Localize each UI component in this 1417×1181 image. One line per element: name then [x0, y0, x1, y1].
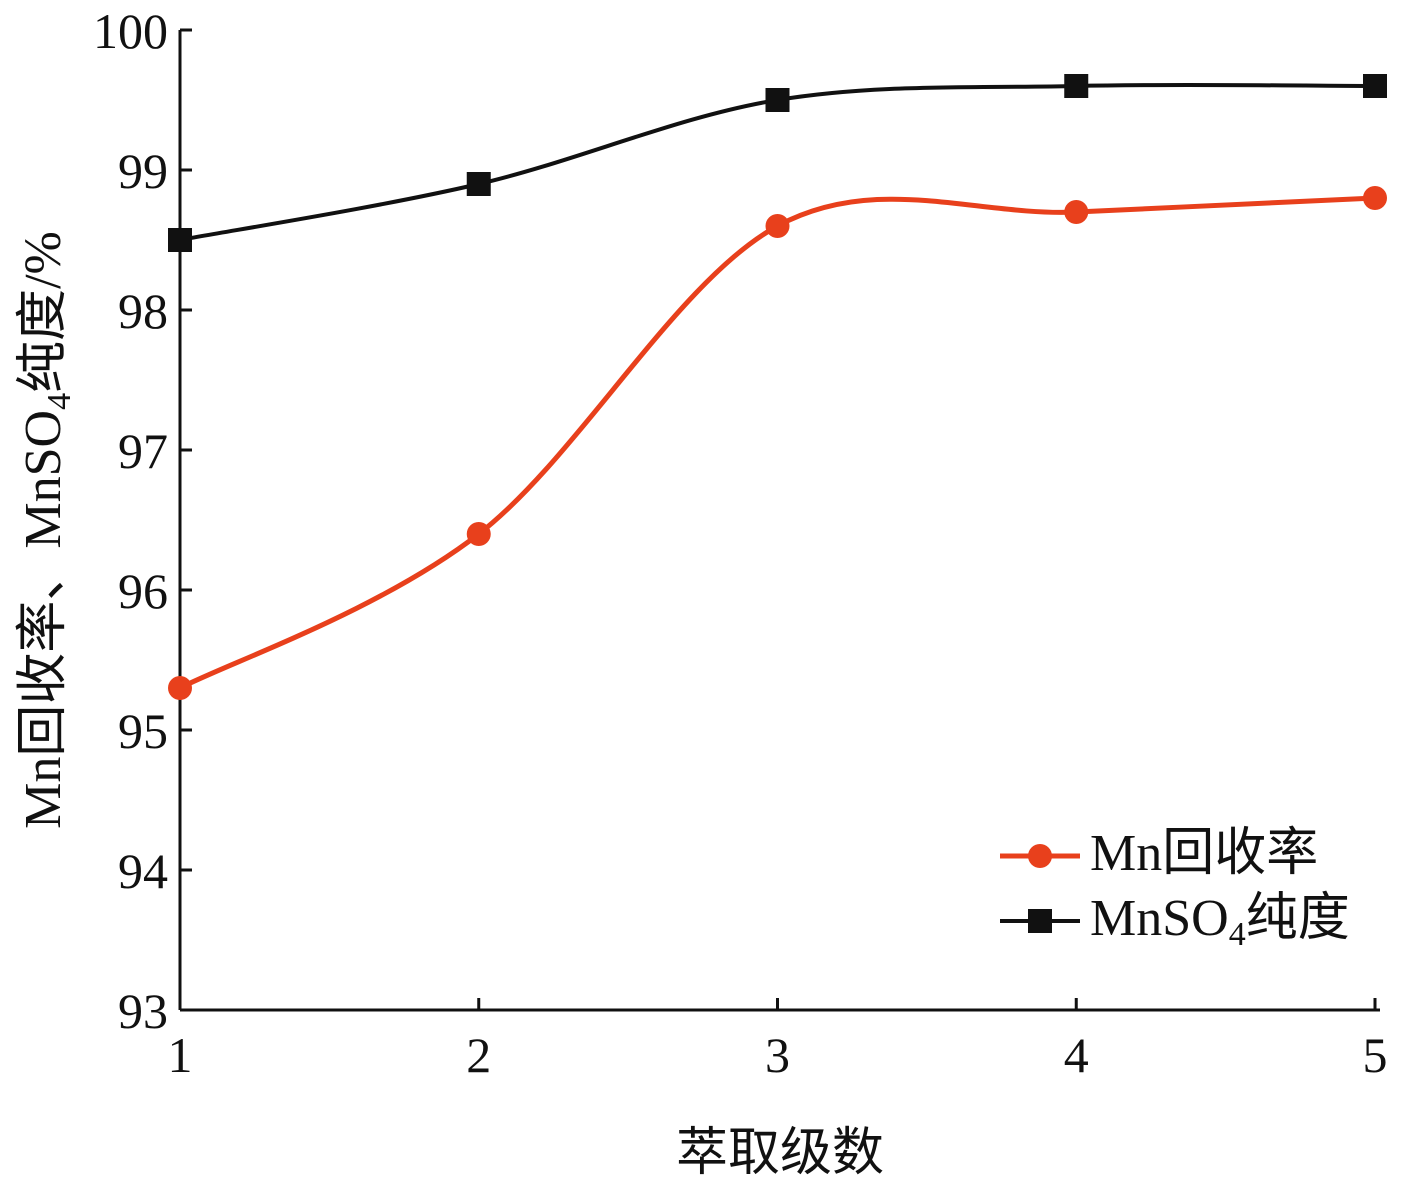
x-tick-label: 2	[466, 1027, 491, 1083]
mn-recovery-line	[178, 195, 1376, 691]
x-axis-title: 萃取级数	[676, 1125, 884, 1181]
mnso4-purity-point	[1064, 74, 1089, 98]
y-axis-title-suffix: 纯度/%	[15, 231, 72, 393]
legend: Mn回收率 MnSO4纯度	[1000, 825, 1350, 953]
mnso4-purity-legend-label-suffix: 纯度	[1246, 890, 1350, 947]
mn-recovery-point	[466, 522, 491, 546]
mn-recovery-point	[1363, 186, 1387, 210]
mn-recovery-point	[168, 676, 192, 700]
mn-recovery-legend-marker	[1028, 844, 1052, 868]
y-ticks: 93 94 95 96 97 98 99 100	[93, 3, 192, 1039]
mn-recovery-point	[765, 214, 790, 238]
axes	[178, 30, 1380, 1012]
mn-recovery-legend-label-prefix: Mn回收率	[1090, 825, 1318, 882]
x-tick-label: 4	[1064, 1027, 1089, 1083]
mnso4-purity-legend-label: MnSO4纯度	[1090, 890, 1350, 953]
y-tick-label: 94	[118, 843, 168, 899]
mnso4-purity-legend-label-subscript: 4	[1229, 916, 1246, 953]
mnso4-purity-point	[1363, 74, 1387, 98]
y-axis-title-subscript: 4	[41, 393, 78, 410]
mnso4-purity-legend-marker	[1028, 909, 1052, 933]
y-axis-title-prefix: Mn回收率、MnSO	[15, 410, 72, 829]
mn-recovery-legend-label: Mn回收率	[1090, 825, 1318, 882]
y-tick-label: 97	[118, 423, 168, 479]
mnso4-purity-point	[466, 172, 491, 196]
y-tick-label: 95	[118, 703, 168, 759]
x-ticks: 1 2 3 4 5	[168, 998, 1388, 1083]
y-axis-title: Mn回收率、MnSO4纯度/%	[15, 231, 78, 829]
mn-recovery-point	[1064, 200, 1089, 224]
x-tick-label: 3	[765, 1027, 790, 1083]
mnso4-purity-point	[168, 228, 192, 252]
x-tick-label: 5	[1363, 1027, 1388, 1083]
series-layer	[168, 74, 1387, 700]
mnso4-purity-point	[765, 88, 790, 112]
y-tick-label: 99	[118, 143, 168, 199]
mnso4-purity-legend-label-prefix: MnSO	[1090, 890, 1229, 947]
x-tick-label: 1	[168, 1027, 193, 1083]
y-tick-label: 93	[118, 983, 168, 1039]
y-tick-label: 98	[118, 283, 168, 339]
y-tick-label: 96	[118, 563, 168, 619]
y-tick-label: 100	[93, 3, 168, 59]
